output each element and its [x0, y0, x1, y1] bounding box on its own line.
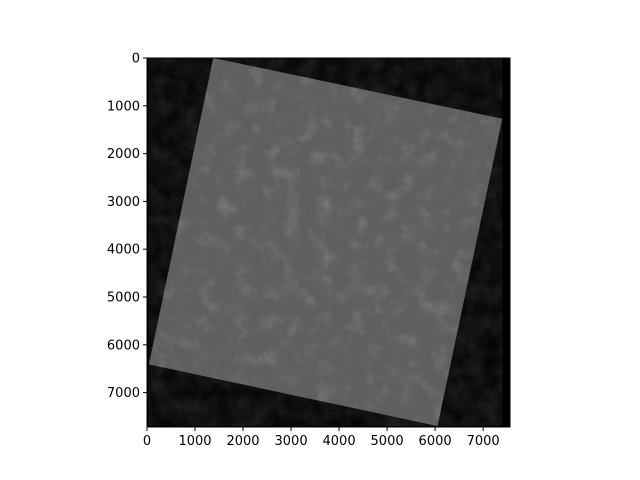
x-tick-label: 4000: [323, 434, 356, 449]
image-area: [147, 58, 510, 427]
x-tick-label: 0: [143, 434, 151, 449]
y-tick-label: 5000: [107, 290, 140, 305]
x-tick-label: 5000: [371, 434, 404, 449]
x-tick-label: 3000: [275, 434, 308, 449]
x-axis: 0 1000 2000 3000 4000 5000 6000 7000: [143, 427, 500, 449]
x-tick-label: 1000: [178, 434, 211, 449]
y-tick-label: 3000: [107, 195, 140, 210]
axes-frame: [146, 57, 511, 428]
y-tick-label: 1000: [107, 99, 140, 114]
x-tick-label: 6000: [419, 434, 452, 449]
y-tick-label: 4000: [107, 243, 140, 258]
x-tick-label: 7000: [467, 434, 500, 449]
y-tick-label: 6000: [107, 338, 140, 353]
satellite-scene: [148, 58, 503, 426]
y-axis: 0 1000 2000 3000 4000 5000 6000 7000: [107, 52, 147, 401]
x-tick-label: 2000: [226, 434, 259, 449]
y-tick-label: 2000: [107, 147, 140, 162]
y-tick-label: 0: [132, 52, 140, 67]
y-tick-label: 7000: [107, 386, 140, 401]
